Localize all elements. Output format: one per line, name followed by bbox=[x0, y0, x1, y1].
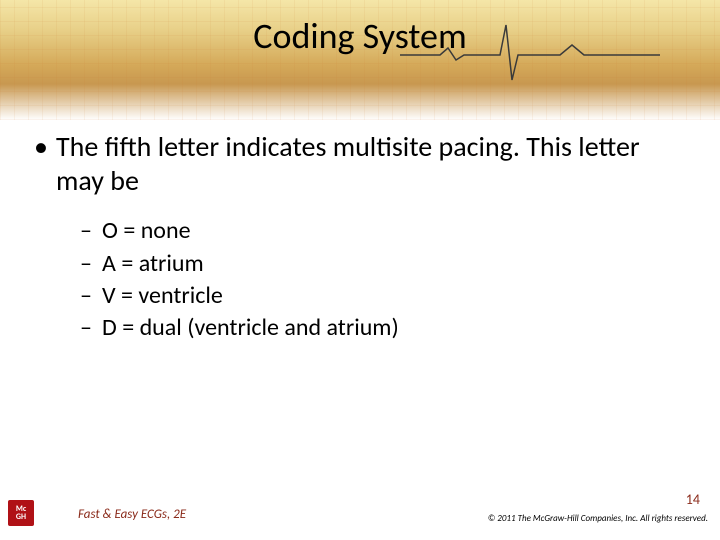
sub-item: – A = atrium bbox=[80, 248, 686, 280]
page-number: 14 bbox=[686, 491, 700, 508]
sub-item: – D = dual (ventricle and atrium) bbox=[80, 312, 686, 344]
sub-item-text: V = ventricle bbox=[102, 280, 223, 312]
slide-title: Coding System bbox=[0, 14, 720, 58]
bullet-marker: • bbox=[34, 130, 56, 197]
footer: McGH Fast & Easy ECGs, 2E 14 © 2011 The … bbox=[0, 490, 720, 530]
publisher-logo: McGH bbox=[8, 500, 34, 526]
sub-item-text: A = atrium bbox=[102, 248, 204, 280]
copyright-text: © 2011 The McGraw-Hill Companies, Inc. A… bbox=[488, 513, 708, 524]
sub-item-text: D = dual (ventricle and atrium) bbox=[102, 312, 399, 344]
sub-list: – O = none – A = atrium – V = ventricle … bbox=[80, 215, 686, 345]
dash-marker: – bbox=[80, 280, 102, 312]
main-bullet: • The fifth letter indicates multisite p… bbox=[34, 130, 686, 197]
sub-item: – O = none bbox=[80, 215, 686, 247]
dash-marker: – bbox=[80, 215, 102, 247]
dash-marker: – bbox=[80, 248, 102, 280]
main-bullet-text: The fifth letter indicates multisite pac… bbox=[56, 130, 686, 197]
sub-item-text: O = none bbox=[102, 215, 191, 247]
sub-item: – V = ventricle bbox=[80, 280, 686, 312]
book-title: Fast & Easy ECGs, 2E bbox=[78, 507, 186, 522]
slide-content: • The fifth letter indicates multisite p… bbox=[34, 130, 686, 345]
dash-marker: – bbox=[80, 312, 102, 344]
